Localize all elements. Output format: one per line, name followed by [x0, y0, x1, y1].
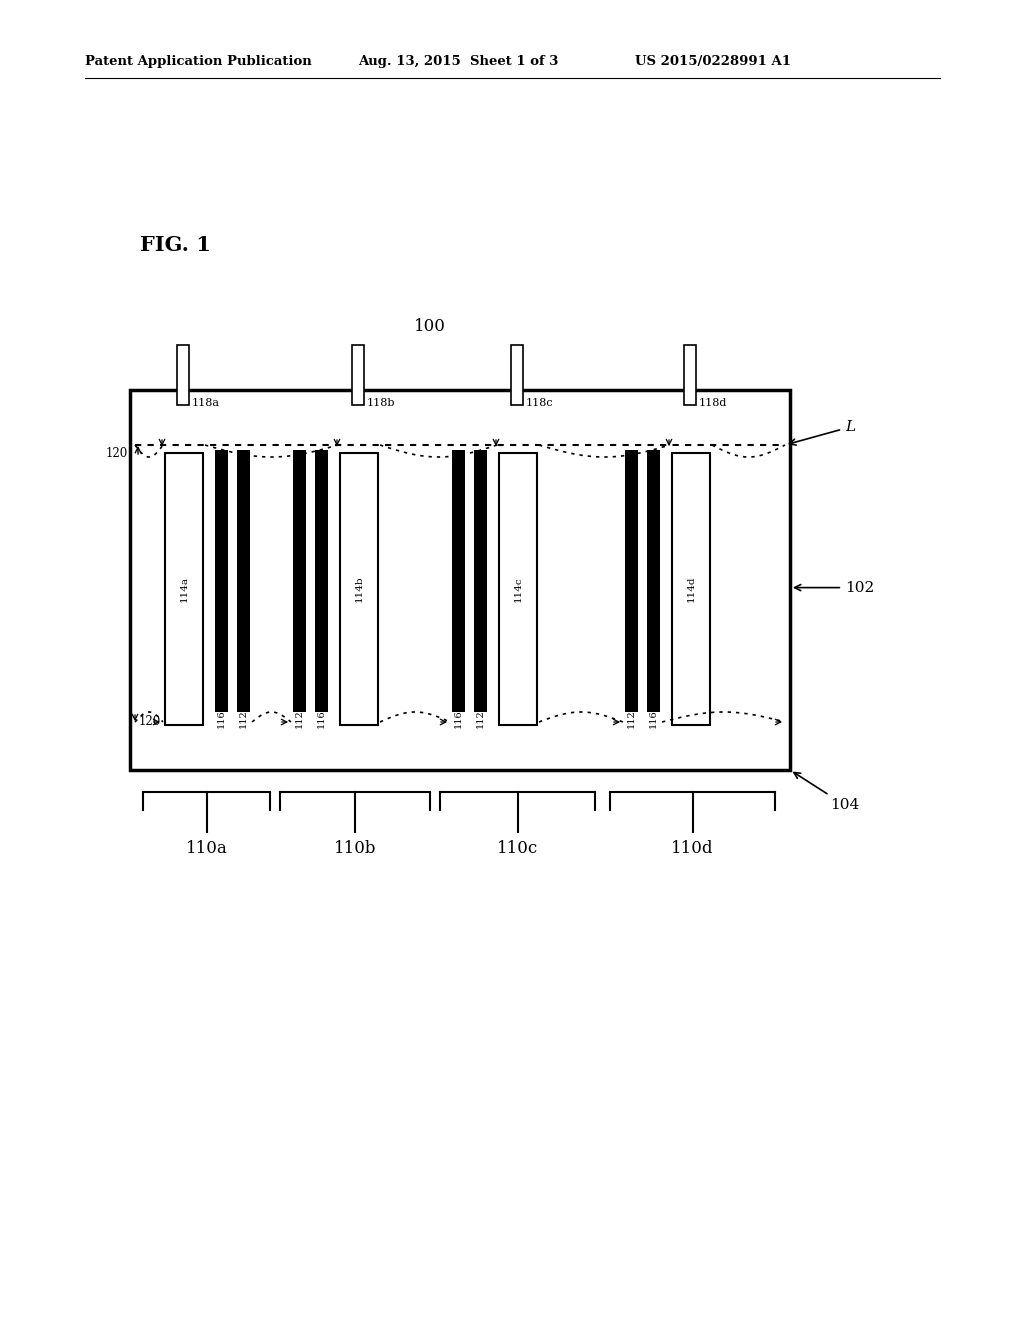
- Text: 118b: 118b: [367, 399, 395, 408]
- Text: 116b: 116b: [317, 704, 326, 729]
- Text: 112c: 112c: [476, 704, 485, 729]
- Text: 114d: 114d: [686, 576, 695, 602]
- Bar: [315, 450, 328, 711]
- Bar: [165, 453, 203, 725]
- Text: 116d: 116d: [649, 704, 658, 729]
- Text: 116a: 116a: [217, 704, 226, 729]
- Text: 114a: 114a: [179, 576, 188, 602]
- Text: FIG. 1: FIG. 1: [140, 235, 211, 255]
- Text: 116c: 116c: [454, 704, 463, 729]
- Bar: [237, 450, 250, 711]
- Text: 100: 100: [414, 318, 445, 335]
- Bar: [130, 389, 790, 770]
- Text: 118d: 118d: [699, 399, 727, 408]
- Bar: [647, 450, 660, 711]
- Text: 114c: 114c: [513, 577, 522, 602]
- Text: 102: 102: [795, 581, 874, 594]
- Bar: [474, 450, 487, 711]
- Text: L: L: [790, 420, 855, 445]
- Bar: [625, 450, 638, 711]
- Bar: [511, 345, 523, 405]
- Bar: [215, 450, 228, 711]
- Text: 114b: 114b: [354, 576, 364, 602]
- Text: 112a: 112a: [239, 704, 248, 729]
- Text: 118a: 118a: [193, 399, 220, 408]
- Text: 112d: 112d: [627, 704, 636, 729]
- Bar: [352, 345, 364, 405]
- Text: 104: 104: [794, 772, 859, 812]
- Text: 110b: 110b: [334, 840, 376, 857]
- Text: 110a: 110a: [185, 840, 227, 857]
- Text: 112b: 112b: [295, 704, 304, 729]
- Bar: [684, 345, 696, 405]
- Bar: [499, 453, 537, 725]
- Text: 110d: 110d: [672, 840, 714, 857]
- Text: US 2015/0228991 A1: US 2015/0228991 A1: [635, 55, 791, 69]
- Bar: [177, 345, 189, 405]
- Text: 118c: 118c: [526, 399, 554, 408]
- Text: 120: 120: [139, 715, 161, 729]
- Bar: [340, 453, 378, 725]
- Bar: [293, 450, 306, 711]
- Text: 120: 120: [105, 447, 128, 459]
- Text: Aug. 13, 2015  Sheet 1 of 3: Aug. 13, 2015 Sheet 1 of 3: [358, 55, 558, 69]
- Bar: [452, 450, 465, 711]
- Text: Patent Application Publication: Patent Application Publication: [85, 55, 311, 69]
- Text: 110c: 110c: [497, 840, 539, 857]
- Bar: [672, 453, 710, 725]
